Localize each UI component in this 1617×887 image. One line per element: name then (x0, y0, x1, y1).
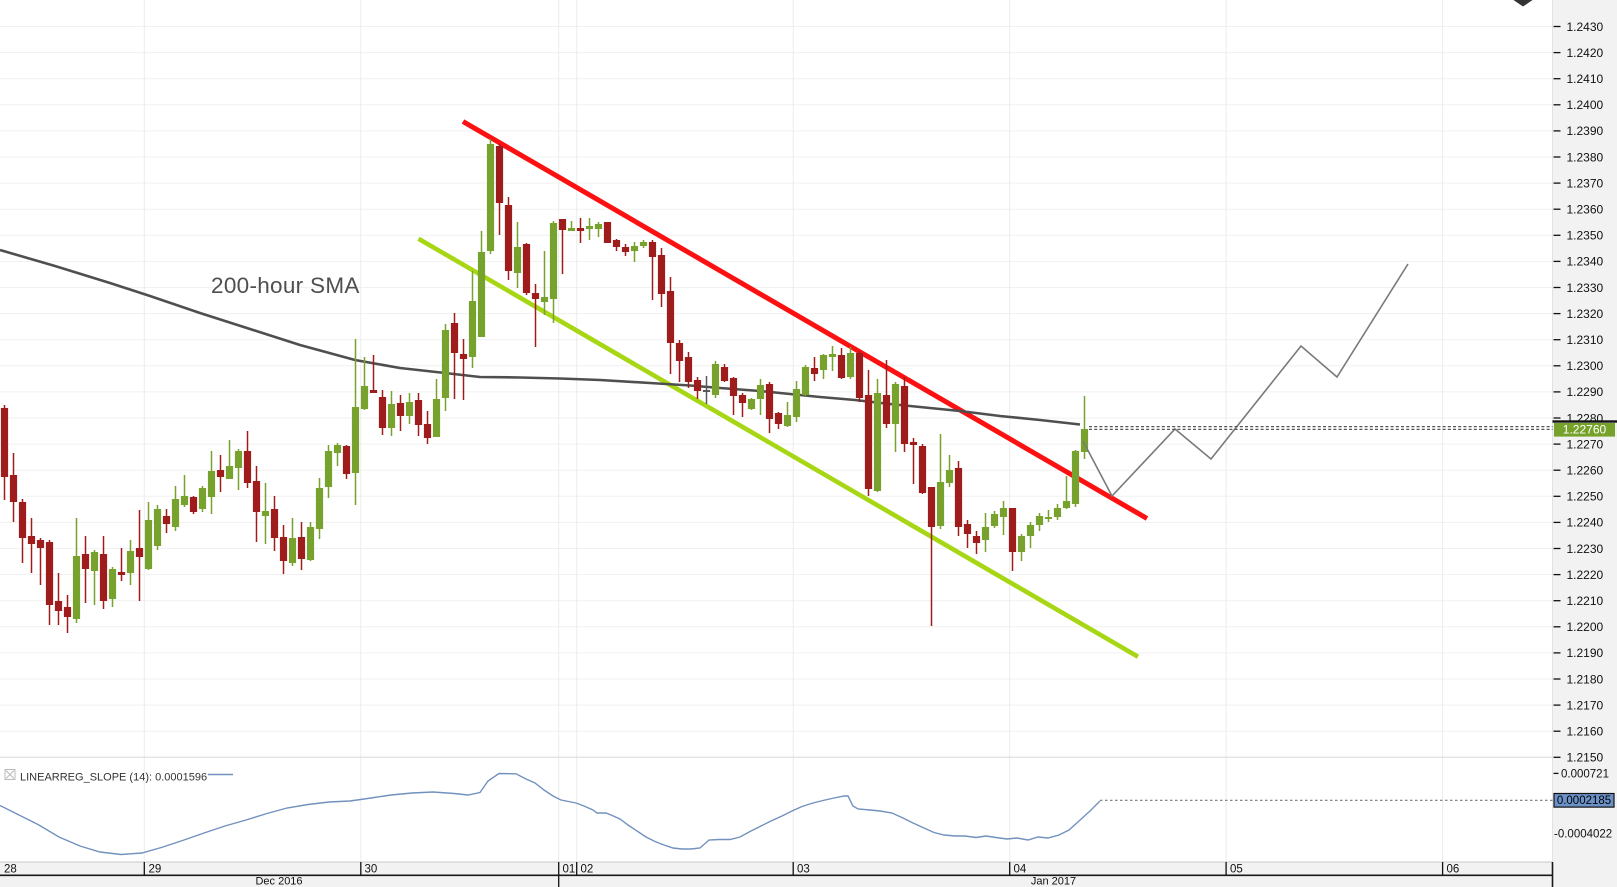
svg-text:1.2420: 1.2420 (1567, 46, 1604, 60)
svg-text:1.2410: 1.2410 (1567, 72, 1604, 86)
svg-text:-0.0004022: -0.0004022 (1554, 829, 1612, 841)
svg-text:Dec 2016: Dec 2016 (255, 876, 302, 887)
svg-text:1.2430: 1.2430 (1567, 20, 1604, 34)
svg-text:1.2290: 1.2290 (1567, 385, 1604, 399)
svg-text:1.2160: 1.2160 (1567, 725, 1604, 739)
svg-text:01: 01 (563, 864, 576, 876)
svg-text:1.2180: 1.2180 (1567, 672, 1604, 686)
svg-text:1.2350: 1.2350 (1567, 229, 1604, 243)
svg-text:1.2260: 1.2260 (1567, 464, 1604, 478)
svg-text:1.2380: 1.2380 (1567, 150, 1604, 164)
svg-text:1.2300: 1.2300 (1567, 359, 1604, 373)
svg-text:1.2190: 1.2190 (1567, 646, 1604, 660)
svg-text:1.2330: 1.2330 (1567, 281, 1604, 295)
svg-text:29: 29 (149, 864, 162, 876)
svg-text:28: 28 (4, 864, 17, 876)
svg-text:06: 06 (1447, 864, 1460, 876)
svg-text:04: 04 (1014, 864, 1027, 876)
svg-text:1.2370: 1.2370 (1567, 176, 1604, 190)
svg-text:200-hour SMA: 200-hour SMA (211, 273, 360, 298)
svg-text:1.2220: 1.2220 (1567, 568, 1604, 582)
svg-text:1.2270: 1.2270 (1567, 437, 1604, 451)
svg-text:1.2230: 1.2230 (1567, 542, 1604, 556)
svg-text:1.2240: 1.2240 (1567, 516, 1604, 530)
svg-text:LINEARREG_SLOPE (14): 0.000159: LINEARREG_SLOPE (14): 0.0001596 (20, 772, 207, 784)
svg-text:1.22760: 1.22760 (1563, 423, 1607, 437)
svg-text:05: 05 (1230, 864, 1243, 876)
svg-text:1.2360: 1.2360 (1567, 203, 1604, 217)
svg-text:1.2310: 1.2310 (1567, 333, 1604, 347)
svg-text:30: 30 (365, 864, 378, 876)
svg-text:0.0002185: 0.0002185 (1557, 795, 1611, 807)
svg-text:1.2250: 1.2250 (1567, 490, 1604, 504)
svg-text:1.2400: 1.2400 (1567, 98, 1604, 112)
svg-text:03: 03 (797, 864, 810, 876)
svg-text:0.000721: 0.000721 (1561, 769, 1609, 781)
svg-text:1.2390: 1.2390 (1567, 124, 1604, 138)
svg-text:Jan 2017: Jan 2017 (1031, 876, 1076, 887)
svg-text:1.2170: 1.2170 (1567, 698, 1604, 712)
svg-text:1.2200: 1.2200 (1567, 620, 1604, 634)
svg-text:1.2320: 1.2320 (1567, 307, 1604, 321)
svg-text:1.2150: 1.2150 (1567, 751, 1604, 765)
svg-text:1.2210: 1.2210 (1567, 594, 1604, 608)
svg-text:02: 02 (581, 864, 594, 876)
svg-text:1.2340: 1.2340 (1567, 255, 1604, 269)
